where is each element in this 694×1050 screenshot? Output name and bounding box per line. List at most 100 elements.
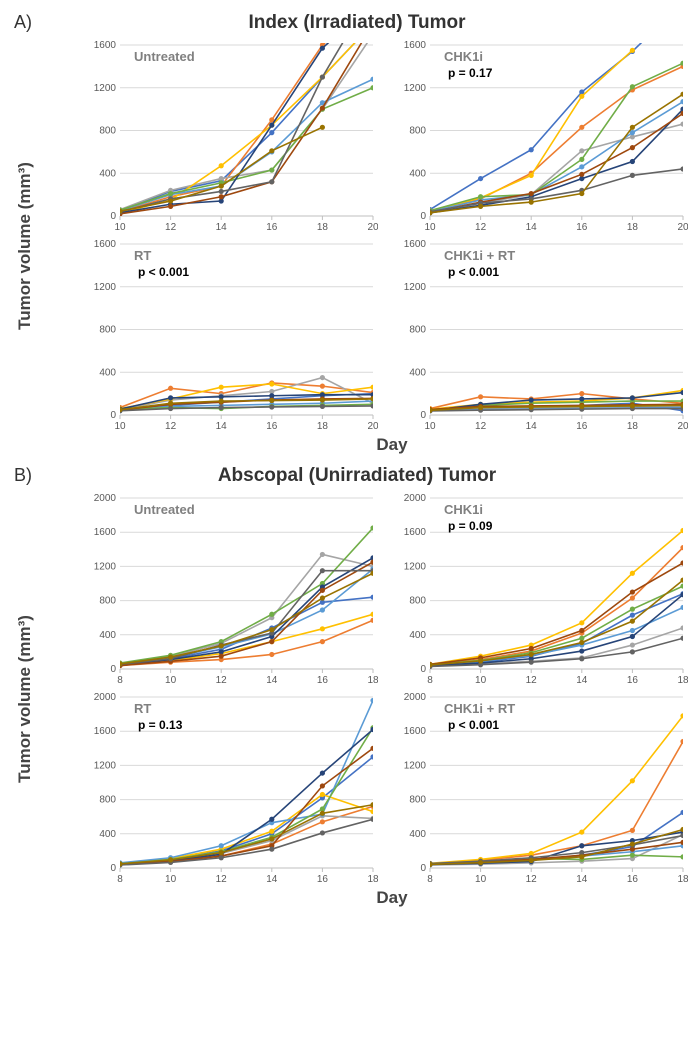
svg-text:18: 18: [677, 874, 688, 885]
svg-text:12: 12: [216, 675, 228, 686]
chart-chk1i: 040080012001600200081012141618CHK1ip = 0…: [390, 492, 694, 687]
svg-text:RT: RT: [134, 701, 151, 716]
svg-text:1200: 1200: [94, 760, 117, 771]
svg-text:14: 14: [266, 675, 278, 686]
svg-text:400: 400: [99, 630, 116, 641]
svg-text:14: 14: [216, 222, 228, 233]
svg-text:1600: 1600: [94, 40, 117, 51]
panel-label: A): [14, 12, 32, 33]
svg-text:1600: 1600: [404, 40, 427, 51]
chart-chk1i: 040080012001600101214161820CHK1ip = 0.17: [390, 39, 694, 234]
svg-text:14: 14: [216, 421, 228, 432]
svg-text:8: 8: [427, 675, 433, 686]
svg-text:16: 16: [576, 421, 588, 432]
svg-text:1600: 1600: [94, 726, 117, 737]
svg-text:18: 18: [627, 421, 639, 432]
svg-text:16: 16: [266, 421, 278, 432]
svg-text:1200: 1200: [404, 760, 427, 771]
svg-text:18: 18: [367, 874, 378, 885]
section-title: Index (Irradiated) Tumor: [10, 12, 694, 34]
x-axis-label: Day: [80, 888, 694, 908]
svg-text:800: 800: [409, 795, 426, 806]
svg-text:12: 12: [165, 222, 177, 233]
svg-text:p = 0.17: p = 0.17: [448, 66, 493, 80]
svg-text:20: 20: [367, 222, 378, 233]
svg-text:1200: 1200: [94, 561, 117, 572]
svg-text:1600: 1600: [94, 239, 117, 250]
svg-text:800: 800: [99, 795, 116, 806]
svg-text:10: 10: [114, 421, 126, 432]
svg-text:2000: 2000: [404, 493, 427, 504]
x-axis-label: Day: [80, 435, 694, 455]
svg-text:16: 16: [627, 675, 639, 686]
svg-text:14: 14: [576, 675, 588, 686]
svg-text:10: 10: [475, 874, 487, 885]
svg-text:16: 16: [317, 874, 329, 885]
svg-text:0: 0: [420, 664, 426, 675]
svg-text:16: 16: [317, 675, 329, 686]
svg-text:1200: 1200: [404, 282, 427, 293]
chart-chk1i-rt: 040080012001600200081012141618CHK1i + RT…: [390, 691, 694, 886]
svg-text:1200: 1200: [404, 83, 427, 94]
section-title: Abscopal (Unirradiated) Tumor: [10, 465, 694, 487]
svg-text:0: 0: [420, 211, 426, 222]
svg-text:p = 0.09: p = 0.09: [448, 519, 493, 533]
svg-text:16: 16: [266, 222, 278, 233]
svg-text:p < 0.001: p < 0.001: [138, 265, 189, 279]
svg-text:0: 0: [420, 863, 426, 874]
svg-text:CHK1i + RT: CHK1i + RT: [444, 701, 515, 716]
svg-text:10: 10: [424, 421, 436, 432]
svg-text:RT: RT: [134, 248, 151, 263]
svg-text:8: 8: [117, 874, 123, 885]
svg-text:800: 800: [99, 596, 116, 607]
svg-text:18: 18: [367, 675, 378, 686]
svg-text:0: 0: [110, 863, 116, 874]
svg-text:1600: 1600: [404, 527, 427, 538]
svg-text:p < 0.001: p < 0.001: [448, 718, 499, 732]
svg-text:10: 10: [424, 222, 436, 233]
svg-text:14: 14: [266, 874, 278, 885]
svg-text:12: 12: [526, 675, 538, 686]
svg-text:10: 10: [114, 222, 126, 233]
svg-text:12: 12: [216, 874, 228, 885]
svg-text:20: 20: [367, 421, 378, 432]
svg-text:400: 400: [409, 168, 426, 179]
svg-text:p = 0.13: p = 0.13: [138, 718, 183, 732]
svg-text:400: 400: [409, 829, 426, 840]
svg-text:1200: 1200: [94, 282, 117, 293]
svg-text:0: 0: [110, 410, 116, 421]
y-axis-label: Tumor volume (mm³): [15, 615, 35, 783]
svg-text:CHK1i + RT: CHK1i + RT: [444, 248, 515, 263]
svg-text:400: 400: [409, 367, 426, 378]
svg-text:2000: 2000: [404, 692, 427, 703]
svg-text:2000: 2000: [94, 692, 117, 703]
panel-label: B): [14, 465, 32, 486]
y-axis-label: Tumor volume (mm³): [15, 162, 35, 330]
svg-text:1600: 1600: [404, 726, 427, 737]
svg-text:14: 14: [576, 874, 588, 885]
svg-text:0: 0: [110, 211, 116, 222]
svg-text:0: 0: [420, 410, 426, 421]
svg-text:8: 8: [427, 874, 433, 885]
svg-text:12: 12: [475, 421, 487, 432]
chart-rt: 0 400 800 1200 1600 2000 8 10 12 14 16 18 RT p = 0.13: [80, 691, 384, 886]
svg-text:Untreated: Untreated: [134, 49, 195, 64]
svg-text:400: 400: [99, 829, 116, 840]
svg-text:800: 800: [409, 126, 426, 137]
svg-text:800: 800: [99, 325, 116, 336]
svg-text:Untreated: Untreated: [134, 502, 195, 517]
svg-text:16: 16: [576, 222, 588, 233]
svg-text:16: 16: [627, 874, 639, 885]
chart-rt: 040080012001600101214161820RTp < 0.001: [80, 238, 384, 433]
chart-untreated: 040080012001600200081012141618Untreated: [80, 492, 384, 687]
svg-text:10: 10: [165, 874, 177, 885]
svg-text:20: 20: [677, 222, 688, 233]
svg-text:CHK1i: CHK1i: [444, 49, 483, 64]
svg-text:14: 14: [526, 222, 538, 233]
svg-text:8: 8: [117, 675, 123, 686]
svg-text:10: 10: [475, 675, 487, 686]
svg-text:0: 0: [110, 664, 116, 675]
svg-text:p < 0.001: p < 0.001: [448, 265, 499, 279]
svg-text:18: 18: [627, 222, 639, 233]
chart-untreated: 040080012001600101214161820Untreated: [80, 39, 384, 234]
